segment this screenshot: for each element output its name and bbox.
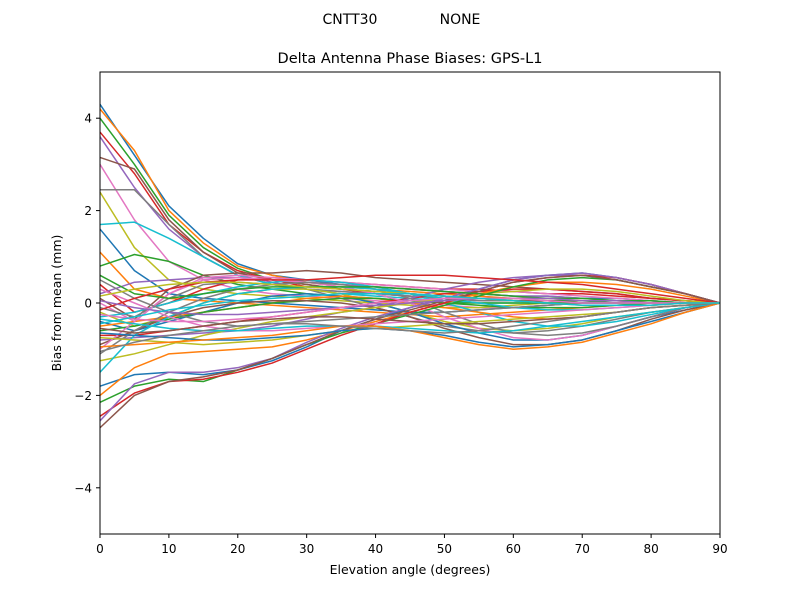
- y-tick-label: 4: [84, 112, 92, 126]
- series-line-s48: [99, 302, 721, 353]
- x-tick-label: 80: [643, 542, 658, 556]
- series-line-s47: [99, 297, 720, 323]
- suptitle-right: NONE: [440, 12, 481, 28]
- x-tick-label: 90: [712, 542, 727, 556]
- x-axis-label: Elevation angle (degrees): [330, 562, 491, 577]
- x-tick-label: 40: [368, 542, 383, 556]
- series-line-s50: [99, 293, 720, 325]
- series-line-s17: [99, 274, 720, 323]
- suptitle-left: CNTT30: [323, 12, 378, 28]
- y-tick-label: −4: [74, 481, 92, 495]
- x-tick-label: 30: [299, 542, 314, 556]
- series-line-s35: [99, 272, 721, 422]
- series-line-s28: [99, 281, 721, 355]
- chart-title: Delta Antenna Phase Biases: GPS-L1: [278, 51, 543, 67]
- y-axis-ticks: −4 −2 0 2 4: [74, 112, 100, 495]
- x-tick-label: 20: [230, 542, 245, 556]
- x-tick-label: 10: [161, 542, 176, 556]
- x-tick-label: 70: [575, 542, 590, 556]
- series-line-s06: [99, 156, 720, 304]
- y-tick-label: 2: [84, 204, 92, 218]
- x-axis-ticks: 0 10 20 30 40 50 60 70 80 90: [96, 534, 728, 556]
- series-line-s01: [99, 103, 720, 304]
- series-line-s45: [99, 297, 720, 316]
- x-tick-label: 60: [506, 542, 521, 556]
- y-axis-label: Bias from mean (mm): [49, 235, 64, 372]
- y-tick-label: −2: [74, 389, 92, 403]
- series-line-s04: [99, 131, 720, 304]
- x-tick-label: 0: [96, 542, 104, 556]
- y-tick-label: 0: [84, 297, 92, 311]
- series-line-s36: [99, 274, 721, 429]
- x-tick-label: 50: [437, 542, 452, 556]
- series-layer: [99, 103, 721, 429]
